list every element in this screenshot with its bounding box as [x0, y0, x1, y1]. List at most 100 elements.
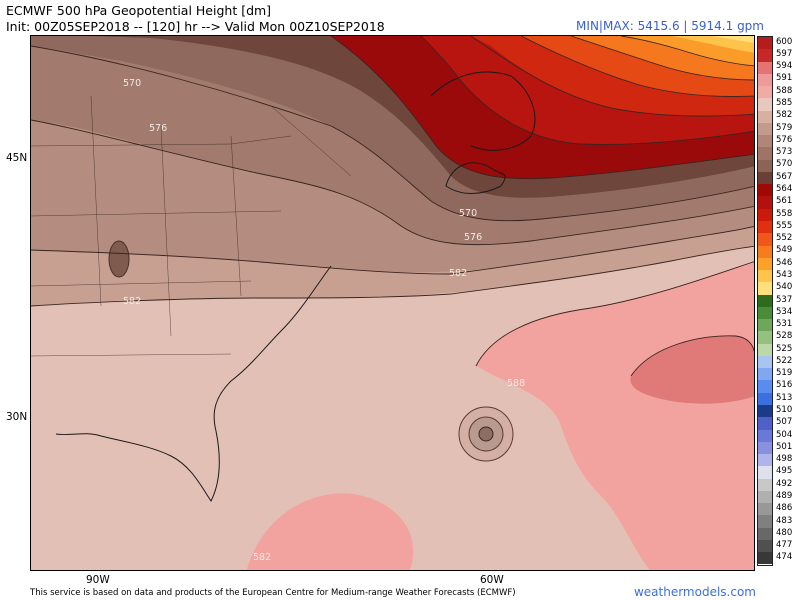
contour-label: 582 [253, 552, 271, 563]
map-panel[interactable]: 570 576 570 576 582 582 588 582 [30, 35, 755, 571]
colorbar-tick-label: 573 [776, 147, 793, 158]
colorbar-swatch [758, 429, 772, 442]
colorbar-swatch [758, 270, 772, 283]
contour-label: 582 [123, 296, 141, 307]
colorbar-tick-label: 516 [776, 380, 793, 391]
colorbar-swatch [758, 368, 772, 381]
colorbar-tick-label: 585 [776, 98, 793, 109]
band-591 [630, 335, 754, 404]
contour-label: 570 [459, 208, 477, 219]
colorbar-tick-label: 474 [776, 552, 793, 563]
colorbar-swatch [758, 171, 772, 185]
colorbar-swatch [758, 515, 772, 528]
low-ring-inner [478, 426, 494, 442]
colorbar-tick-label: 600 [776, 36, 793, 47]
contour-label: 576 [464, 232, 482, 243]
band-543 [711, 36, 754, 43]
colorbar-tick-label: 597 [776, 48, 793, 59]
colorbar-swatch [758, 490, 772, 504]
colorbar-swatch [758, 184, 772, 197]
colorbar-swatch [758, 466, 772, 479]
colorbar-tick-label: 534 [776, 306, 793, 317]
colorbar-tick-label: 498 [776, 454, 793, 465]
min-max-readout: MIN|MAX: 5415.6 | 5914.1 gpm [576, 19, 764, 33]
contour-label: 582 [449, 268, 467, 279]
band-588 [476, 261, 754, 570]
coastlines [55, 71, 536, 502]
colorbar-swatch [758, 49, 772, 62]
colorbar-tick-label: 588 [776, 85, 793, 96]
colorbar-tick-label: 582 [776, 110, 793, 121]
colorbar-tick-label: 519 [776, 368, 793, 379]
colorbar-tick-label: 576 [776, 134, 793, 145]
colorbar-tick-label: 507 [776, 417, 793, 428]
colorbar-tick-label: 567 [776, 171, 793, 182]
colorbar-swatch [758, 110, 772, 123]
colorbar-tick-label: 492 [776, 478, 793, 489]
weathermodels-link[interactable]: weathermodels.com [633, 585, 756, 599]
colorbar-tick-label: 480 [776, 527, 793, 538]
colorbar-swatch [758, 319, 772, 332]
colorbar-tick-label: 537 [776, 294, 793, 305]
colorbar-tick-label: 579 [776, 122, 793, 133]
colorbar-tick-label: 495 [776, 466, 793, 477]
colorbar-swatch [758, 539, 772, 553]
colorbar-tick-label: 531 [776, 319, 793, 330]
colorbar-tick-label: 477 [776, 540, 793, 551]
colorbar-swatch [758, 282, 772, 295]
colorbar-tick-label: 489 [776, 490, 793, 501]
colorbar-tick-label: 504 [776, 429, 793, 440]
map-title: ECMWF 500 hPa Geopotential Height [dm] [6, 3, 272, 18]
colorbar-swatch [758, 147, 772, 160]
colorbar-tick-label: 483 [776, 515, 793, 526]
colorbar-swatch [758, 245, 772, 258]
colorbar-swatch [758, 380, 772, 393]
colorbar-swatch [758, 159, 772, 172]
colorbar-tick-label: 552 [776, 233, 793, 244]
contour-label-group: 570 576 570 576 582 582 588 582 [123, 78, 525, 563]
contour-lines [31, 36, 754, 377]
colorbar-swatch [758, 98, 772, 111]
colorbar-swatch [758, 196, 772, 209]
colorbar-swatch [758, 343, 772, 356]
colorbar-tick-label: 594 [776, 61, 793, 72]
colorbar-tick-label: 522 [776, 355, 793, 366]
lat-label-45n: 45N [6, 152, 28, 164]
colorbar [757, 36, 773, 566]
colorbar-tick-label: 525 [776, 343, 793, 354]
colorbar-swatch [758, 527, 772, 540]
lon-label-60w: 60W [480, 574, 504, 586]
colorbar-tick-label: 540 [776, 282, 793, 293]
colorbar-swatch [758, 454, 772, 467]
colorbar-swatch [758, 355, 772, 369]
colorbar-swatch [758, 294, 772, 307]
colorbar-tick-label: 564 [776, 183, 793, 194]
lon-label-90w: 90W [86, 574, 110, 586]
colorbar-swatch [758, 552, 772, 565]
colorbar-swatch [758, 122, 772, 136]
colorbar-tick-label: 549 [776, 245, 793, 256]
colorbar-swatch [758, 417, 772, 430]
colorbar-tick-label: 555 [776, 220, 793, 231]
band-546 [671, 36, 754, 53]
colorbar-swatch [758, 208, 772, 221]
colorbar-tick-label: 486 [776, 503, 793, 514]
colorbar-tick-label: 561 [776, 196, 793, 207]
colorbar-tick-label: 513 [776, 392, 793, 403]
colorbar-swatch [758, 135, 772, 148]
colorbar-swatch [758, 306, 772, 320]
colorbar-swatch [758, 37, 772, 50]
colorbar-tick-label: 543 [776, 269, 793, 280]
colorbar-swatch [758, 404, 772, 418]
contour-label: 576 [149, 123, 167, 134]
colorbar-swatch [758, 257, 772, 271]
height-field-map: 570 576 570 576 582 582 588 582 [31, 36, 754, 570]
lat-label-30n: 30N [6, 411, 28, 423]
colorbar-swatch [758, 73, 772, 87]
colorbar-tick-label: 570 [776, 159, 793, 170]
colorbar-tick-label: 528 [776, 331, 793, 342]
colorbar-tick-label: 558 [776, 208, 793, 219]
colorbar-tick-label: 501 [776, 441, 793, 452]
midwest-low [108, 240, 130, 278]
colorbar-tick-label: 591 [776, 73, 793, 84]
